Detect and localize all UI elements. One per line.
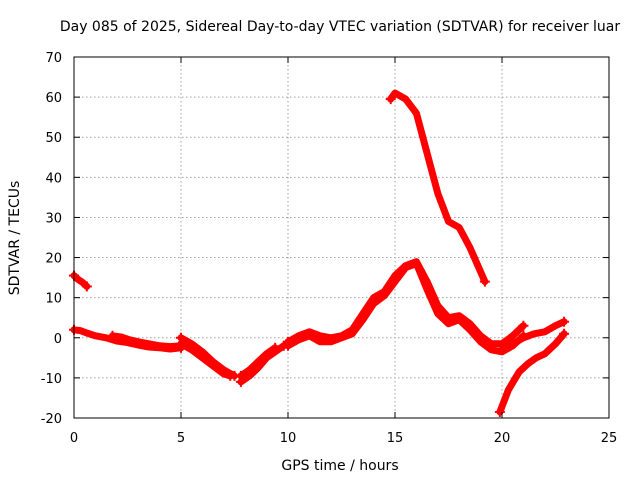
series-track-arc-5 bbox=[177, 340, 234, 380]
y-tick-label: 60 bbox=[45, 91, 62, 106]
x-tick-label: 15 bbox=[387, 431, 404, 446]
plot-frame bbox=[73, 56, 610, 419]
y-tick-label: 0 bbox=[54, 332, 62, 347]
data-point-marker bbox=[518, 320, 529, 331]
series-track-arc-3 bbox=[109, 332, 185, 351]
x-tick-label: 25 bbox=[601, 431, 618, 446]
series-track-arc-6 bbox=[237, 342, 288, 386]
x-axis-label: GPS time / hours bbox=[281, 458, 398, 474]
y-tick-label: -20 bbox=[41, 412, 62, 427]
y-tick-label: 10 bbox=[45, 292, 62, 307]
x-tick-label: 5 bbox=[177, 431, 185, 446]
y-tick-label: 40 bbox=[45, 171, 62, 186]
y-tick-label: 20 bbox=[45, 252, 62, 267]
series-track-arc-7 bbox=[237, 344, 279, 380]
x-tick-label: 10 bbox=[280, 431, 297, 446]
chart-title: Day 085 of 2025, Sidereal Day-to-day VTE… bbox=[60, 19, 621, 35]
y-tick-label: 70 bbox=[45, 51, 62, 66]
series-track-arc-9 bbox=[284, 260, 527, 356]
series-track-arc-8 bbox=[284, 258, 527, 348]
series-track-arc-4 bbox=[177, 334, 238, 380]
tick-layer: 0 5 10 15 20 25 -20 -10 0 10 20 30 40 50 60 70 bbox=[41, 51, 618, 446]
x-tick-label: 20 bbox=[494, 431, 511, 446]
y-tick-label: 30 bbox=[45, 211, 62, 226]
data-point-marker bbox=[559, 328, 570, 339]
data-point-marker bbox=[479, 276, 490, 287]
data-point-marker bbox=[559, 316, 570, 327]
data-point-marker bbox=[81, 281, 92, 292]
data-point-marker bbox=[176, 338, 186, 349]
series-track-arc-12 bbox=[498, 318, 568, 354]
series-track-arc-10 bbox=[387, 89, 489, 286]
x-tick-label: 0 bbox=[70, 431, 78, 446]
data-point-marker bbox=[235, 370, 246, 381]
y-tick-label: 50 bbox=[45, 131, 62, 146]
data-point-marker bbox=[107, 330, 118, 341]
series-track-arc-1 bbox=[70, 272, 91, 290]
series-track-arc-11 bbox=[496, 330, 568, 416]
data-point-marker bbox=[385, 94, 396, 105]
data-point-marker bbox=[494, 406, 505, 417]
y-axis-label: SDTVAR / TECUs bbox=[7, 181, 23, 296]
grid-layer bbox=[74, 57, 609, 418]
data-point-marker bbox=[225, 370, 236, 381]
data-point-marker bbox=[497, 344, 507, 355]
data-point-marker bbox=[283, 340, 293, 351]
series-layer bbox=[69, 89, 570, 417]
data-point-marker bbox=[270, 342, 281, 353]
y-tick-label: -10 bbox=[41, 372, 62, 387]
